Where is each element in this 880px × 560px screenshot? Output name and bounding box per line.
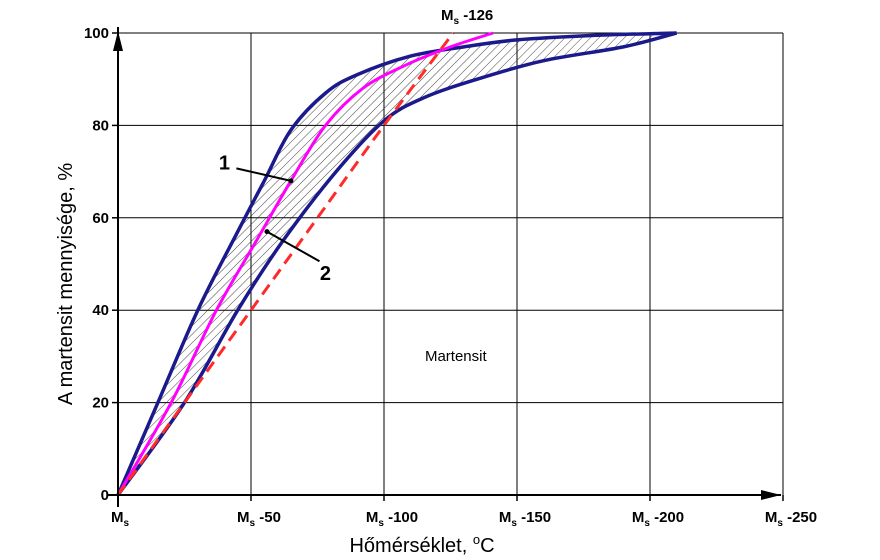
region-label-martensit: Martensit xyxy=(425,348,488,365)
x-tick-label: Ms -150 xyxy=(499,509,551,529)
x-axis-title: Hőmérséklet, oC xyxy=(349,532,494,557)
y-axis-title: A martensit mennyisége, % xyxy=(55,163,77,406)
x-axis-arrow xyxy=(761,490,781,500)
top-annotation: Ms -126 xyxy=(441,7,493,27)
curve-label-2: 2 xyxy=(320,263,331,285)
hatched-band xyxy=(116,31,678,497)
x-tick-label: Ms -200 xyxy=(632,509,684,529)
curve-label-pointer xyxy=(236,167,292,182)
y-tick-label: 0 xyxy=(101,487,109,504)
x-tick-label: Ms -250 xyxy=(765,509,817,529)
y-tick-label: 80 xyxy=(92,117,109,134)
axes xyxy=(108,27,784,507)
y-axis-arrow xyxy=(113,31,123,51)
grid xyxy=(118,32,784,495)
curve-label-dot xyxy=(264,229,270,235)
hatched-region xyxy=(118,33,677,495)
y-tick-label: 60 xyxy=(92,210,109,227)
x-tick-label: Ms xyxy=(111,509,130,529)
x-tick-label: Ms -50 xyxy=(237,509,281,529)
y-tick-label: 20 xyxy=(92,395,109,412)
x-tick-label: Ms -100 xyxy=(366,509,418,529)
y-tick-label: 100 xyxy=(84,25,109,42)
series-line-2 xyxy=(116,32,455,496)
labels: 0 20 40 60 80 100 Ms Ms -50 Ms -100 Ms -150 Ms -20… xyxy=(55,7,817,557)
series-line-1 xyxy=(116,31,494,496)
band-upper-line xyxy=(116,31,677,496)
y-tick-label: 40 xyxy=(92,302,109,319)
band-lower-line xyxy=(116,31,678,497)
curve-label-1: 1 xyxy=(219,152,230,174)
curve-label-dot xyxy=(288,178,294,184)
series-group xyxy=(116,31,494,496)
curve-label-pointer xyxy=(266,230,320,263)
